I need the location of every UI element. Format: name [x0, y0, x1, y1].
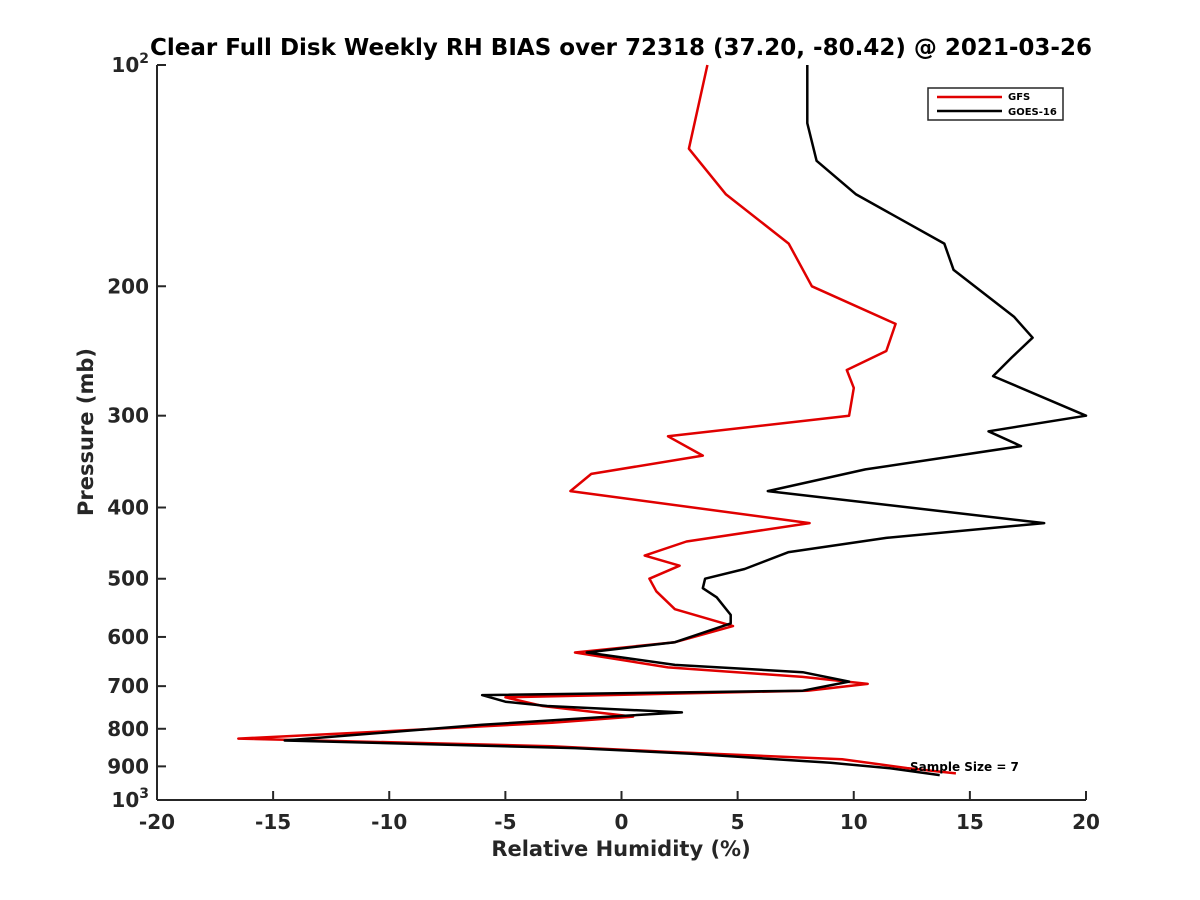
y-tick-label-base: 10	[111, 53, 139, 77]
plot-area: -20 -15 -10 -5 0 5 10 15 20 10220030040050060070…	[107, 51, 1100, 834]
legend-label-goes16: GOES-16	[1008, 107, 1057, 118]
legend-box	[927, 87, 1064, 121]
y-tick-label: 700	[107, 674, 149, 698]
x-tick-label: 0	[615, 810, 629, 834]
x-tick-label: -10	[371, 810, 407, 834]
x-tick-label: -15	[255, 810, 291, 834]
x-tick-label: -20	[139, 810, 175, 834]
y-tick-label: 400	[107, 496, 149, 520]
x-ticks: -20 -15 -10 -5 0 5 10 15 20	[139, 791, 1100, 834]
y-tick-label-base: 10	[111, 788, 139, 812]
y-tick-label-exponent: 2	[139, 51, 149, 67]
y-tick-label: 500	[107, 567, 149, 591]
series-line-gfs	[237, 64, 957, 775]
y-tick-label: 102	[111, 51, 149, 77]
y-tick-label: 600	[107, 625, 149, 649]
x-tick-label: 15	[956, 810, 984, 834]
y-tick-label-exponent: 3	[139, 786, 149, 802]
y-tick-label: 900	[107, 754, 149, 778]
chart-title: Clear Full Disk Weekly RH BIAS over 7231…	[150, 35, 1092, 61]
series-lines	[237, 64, 1088, 777]
series-line-goes16	[283, 65, 1088, 777]
legend-label-gfs: GFS	[1008, 92, 1030, 103]
x-tick-label: -5	[494, 810, 516, 834]
x-tick-label: 5	[731, 810, 745, 834]
sample-size-annotation: Sample Size = 7	[910, 760, 1019, 774]
y-tick-label: 300	[107, 404, 149, 428]
x-axis-label: Relative Humidity (%)	[491, 837, 750, 861]
x-tick-label: 10	[840, 810, 868, 834]
y-axis-label: Pressure (mb)	[74, 348, 98, 516]
y-tick-label: 200	[107, 274, 149, 298]
y-tick-label: 800	[107, 717, 149, 741]
y-tick-label: 103	[111, 786, 149, 812]
legend: GFS GOES-16	[927, 87, 1064, 121]
x-tick-label: 20	[1072, 810, 1100, 834]
